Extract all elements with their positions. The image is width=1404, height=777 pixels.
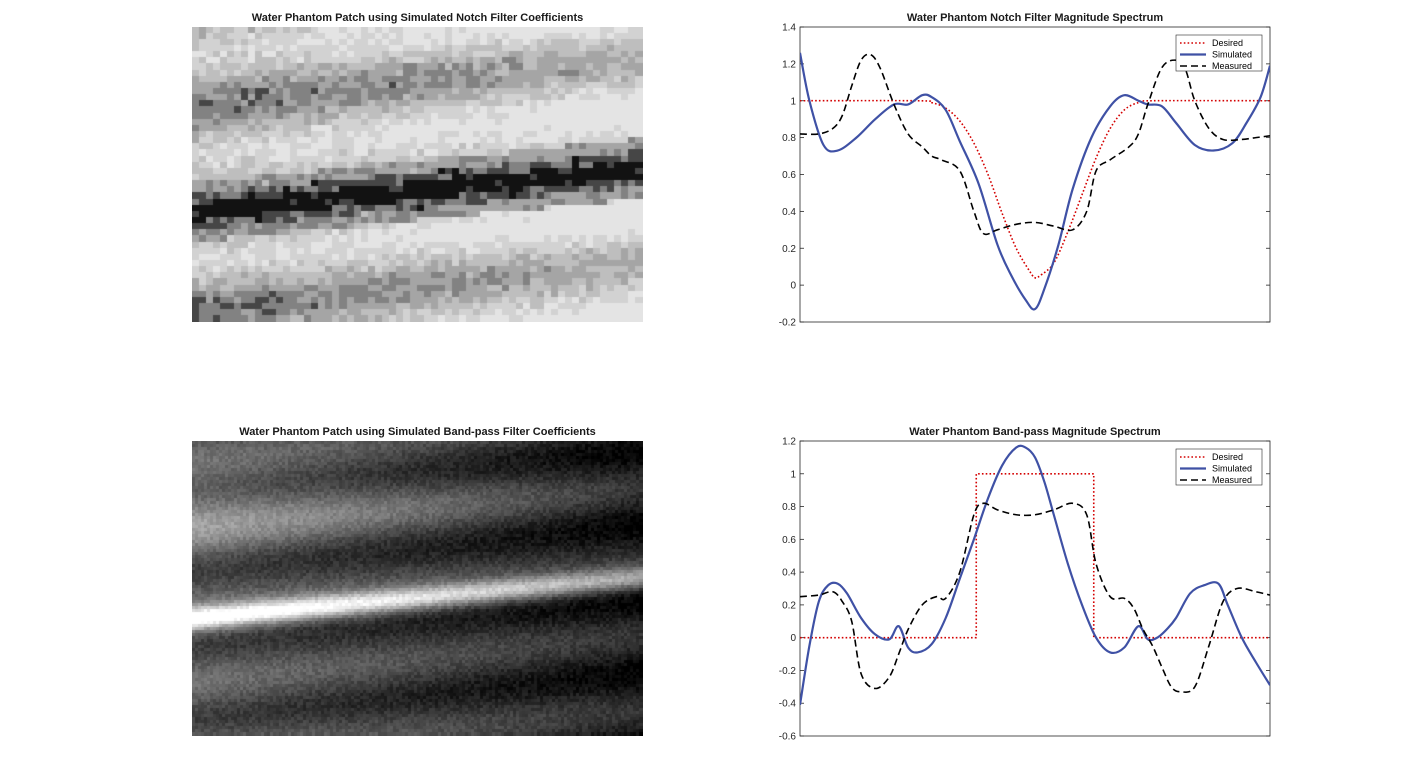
y-tick-label: -0.2 (779, 318, 797, 329)
y-tick-label: 0.6 (782, 535, 796, 546)
legend-label-simulated: Simulated (1212, 50, 1252, 60)
chart-title-notch: Water Phantom Notch Filter Magnitude Spe… (906, 12, 1164, 24)
series-measured-line (800, 53, 1270, 236)
series-desired-line (800, 99, 1270, 279)
y-tick-label: 0 (790, 633, 796, 644)
notch-filter-image (192, 27, 643, 322)
series-group (800, 444, 1270, 706)
y-tick-label: 1.4 (782, 23, 796, 34)
y-tick-label: 0.8 (782, 502, 796, 513)
legend-label-measured: Measured (1212, 61, 1252, 71)
y-tick-label: -0.4 (779, 699, 797, 710)
chart-0: -0.2 0 0.2 0.4 0.6 0.8 1 1.2 1.4 Desired Simulated… (779, 23, 1271, 329)
y-tick-label: -0.6 (779, 732, 797, 743)
y-tick-label: 1 (790, 469, 796, 480)
legend-box (1175, 448, 1263, 486)
bandpass-filter-image (192, 441, 643, 736)
series-desired-line (800, 472, 1270, 639)
series-group (800, 52, 1270, 311)
y-tick-label: 0.4 (782, 207, 796, 218)
image-title-notch: Water Phantom Patch using Simulated Notc… (251, 12, 584, 24)
y-tick-label: 0.4 (782, 568, 796, 579)
axes-box (799, 440, 1271, 737)
y-tick-label: 1.2 (782, 437, 796, 448)
series-measured-line (800, 502, 1270, 694)
y-tick-label: 0 (790, 281, 796, 292)
y-tick-label: 1 (790, 96, 796, 107)
legend-label-desired: Desired (1212, 38, 1243, 48)
y-tick-label: 0.2 (782, 600, 796, 611)
legend-label-simulated: Simulated (1212, 464, 1252, 474)
chart-1: -0.6 -0.4 -0.2 0 0.2 0.4 0.6 0.8 1 1.2 Desired Simu… (779, 437, 1271, 743)
y-tick-label: -0.2 (779, 666, 797, 677)
y-tick-label: 0.2 (782, 244, 796, 255)
image-title-bandpass: Water Phantom Patch using Simulated Band… (239, 426, 596, 438)
series-simulated-line (800, 444, 1270, 706)
y-tick-label: 0.6 (782, 170, 796, 181)
legend-label-measured: Measured (1212, 475, 1252, 485)
chart-title-bandpass: Water Phantom Band-pass Magnitude Spectr… (909, 426, 1161, 438)
legend-label-desired: Desired (1212, 452, 1243, 462)
y-tick-label: 1.2 (782, 59, 796, 70)
y-tick-label: 0.8 (782, 133, 796, 144)
legend-box (1175, 34, 1263, 72)
series-simulated-line (800, 52, 1270, 311)
